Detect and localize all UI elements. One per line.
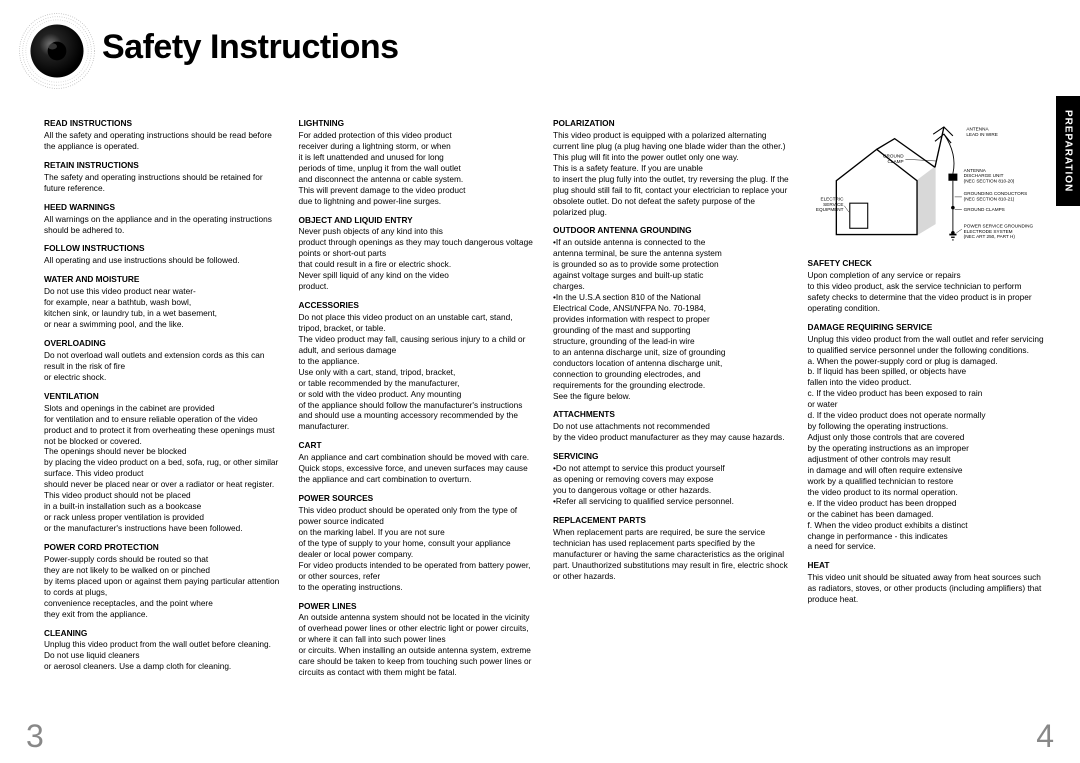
section-heading: Replacement Parts <box>553 515 790 526</box>
section-heading: Read Instructions <box>44 118 281 129</box>
page-number-left: 3 <box>26 718 44 755</box>
svg-text:ELECTRODE SYSTEM: ELECTRODE SYSTEM <box>963 229 1012 234</box>
section-body: Do not place this video product on an un… <box>299 312 536 432</box>
section-body: All warnings on the appliance and in the… <box>44 214 281 236</box>
section-body: Slots and openings in the cabinet are pr… <box>44 403 281 534</box>
section-heading: Attachments <box>553 409 790 420</box>
instruction-section: PolarizationThis video product is equipp… <box>553 118 790 217</box>
instruction-section: Power Cord ProtectionPower-supply cords … <box>44 542 281 620</box>
section-body: When replacement parts are required, be … <box>553 527 790 582</box>
section-body: All the safety and operating instruction… <box>44 130 281 152</box>
svg-text:LEAD IN WIRE: LEAD IN WIRE <box>966 132 998 137</box>
section-heading: Retain Instructions <box>44 160 281 171</box>
section-heading: Damage Requiring Service <box>808 322 1045 333</box>
svg-text:(NEC SECTION 810-21): (NEC SECTION 810-21) <box>963 196 1014 201</box>
page-number-right: 4 <box>1036 718 1054 755</box>
section-heading: Ventilation <box>44 391 281 402</box>
section-body: Do not use attachments not recommended b… <box>553 421 790 443</box>
section-heading: Object and Liquid Entry <box>299 215 536 226</box>
instruction-section: CleaningUnplug this video product from t… <box>44 628 281 673</box>
section-body: Do not overload wall outlets and extensi… <box>44 350 281 383</box>
instruction-section: Servicing•Do not attempt to service this… <box>553 451 790 507</box>
section-body: This video product should be operated on… <box>299 505 536 593</box>
section-heading: Heat <box>808 560 1045 571</box>
instruction-section: Retain InstructionsThe safety and operat… <box>44 160 281 194</box>
section-heading: Outdoor Antenna Grounding <box>553 225 790 236</box>
svg-text:EQUIPMENT: EQUIPMENT <box>816 207 844 212</box>
instruction-section: Power LinesAn outside antenna system sho… <box>299 601 536 679</box>
section-body: This video product is equipped with a po… <box>553 130 790 218</box>
section-body: Never push objects of any kind into this… <box>299 226 536 292</box>
instruction-section: Heed WarningsAll warnings on the applian… <box>44 202 281 236</box>
instruction-section: HeatThis video unit should be situated a… <box>808 560 1045 605</box>
section-heading: Accessories <box>299 300 536 311</box>
instruction-section: AttachmentsDo not use attachments not re… <box>553 409 790 443</box>
instruction-section: AccessoriesDo not place this video produ… <box>299 300 536 432</box>
svg-text:(NEC ART 250, PART H): (NEC ART 250, PART H) <box>963 234 1015 239</box>
content-columns: Read InstructionsAll the safety and oper… <box>44 118 1044 715</box>
instruction-section: Outdoor Antenna Grounding•If an outside … <box>553 225 790 401</box>
instruction-section: Water and MoistureDo not use this video … <box>44 274 281 330</box>
grounding-diagram: ANTENNA LEAD IN WIRE GROUND CLAMP ANTENN… <box>808 118 1045 248</box>
instruction-section: Follow InstructionsAll operating and use… <box>44 243 281 266</box>
section-heading: Cleaning <box>44 628 281 639</box>
svg-text:POWER SERVICE GROUNDING: POWER SERVICE GROUNDING <box>963 223 1033 228</box>
speaker-icon <box>18 12 96 90</box>
svg-text:GROUND: GROUND <box>883 153 904 158</box>
section-body: Unplug this video product from the wall … <box>44 639 281 672</box>
svg-text:CLAMP: CLAMP <box>887 159 903 164</box>
instruction-section: CartAn appliance and cart combination sh… <box>299 440 536 485</box>
section-heading: Polarization <box>553 118 790 129</box>
section-body: •Do not attempt to service this product … <box>553 463 790 507</box>
section-heading: Overloading <box>44 338 281 349</box>
svg-text:ANTENNA: ANTENNA <box>963 168 986 173</box>
instruction-section: OverloadingDo not overload wall outlets … <box>44 338 281 383</box>
section-body: Power-supply cords should be routed so t… <box>44 554 281 620</box>
svg-text:SERVICE: SERVICE <box>823 202 843 207</box>
section-heading: Lightning <box>299 118 536 129</box>
svg-text:ANTENNA: ANTENNA <box>966 127 989 132</box>
section-body: The safety and operating instructions sh… <box>44 172 281 194</box>
section-tab: PREPARATION <box>1056 96 1080 206</box>
svg-text:GROUND CLAMPS: GROUND CLAMPS <box>963 207 1004 212</box>
instruction-section: VentilationSlots and openings in the cab… <box>44 391 281 534</box>
section-heading: Heed Warnings <box>44 202 281 213</box>
section-heading: Servicing <box>553 451 790 462</box>
instruction-section: Object and Liquid EntryNever push object… <box>299 215 536 293</box>
section-body: All operating and use instructions shoul… <box>44 255 281 266</box>
section-body: Do not use this video product near water… <box>44 286 281 330</box>
section-body: •If an outside antenna is connected to t… <box>553 237 790 401</box>
svg-text:DISCHARGE UNIT: DISCHARGE UNIT <box>963 173 1003 178</box>
instruction-section: Damage Requiring ServiceUnplug this vide… <box>808 322 1045 553</box>
instruction-section: LightningFor added protection of this vi… <box>299 118 536 207</box>
svg-text:GROUNDING CONDUCTORS: GROUNDING CONDUCTORS <box>963 191 1027 196</box>
section-body: Unplug this video product from the wall … <box>808 334 1045 553</box>
section-heading: Power Cord Protection <box>44 542 281 553</box>
section-heading: Safety Check <box>808 258 1045 269</box>
section-heading: Cart <box>299 440 536 451</box>
section-heading: Water and Moisture <box>44 274 281 285</box>
section-body: Upon completion of any service or repair… <box>808 270 1045 314</box>
instruction-section: Replacement PartsWhen replacement parts … <box>553 515 790 582</box>
section-heading: Follow Instructions <box>44 243 281 254</box>
instruction-section: Safety CheckUpon completion of any servi… <box>808 258 1045 314</box>
instruction-section: Power SourcesThis video product should b… <box>299 493 536 592</box>
section-body: An outside antenna system should not be … <box>299 612 536 678</box>
section-body: For added protection of this video produ… <box>299 130 536 207</box>
section-heading: Power Sources <box>299 493 536 504</box>
instruction-section: Read InstructionsAll the safety and oper… <box>44 118 281 152</box>
section-body: This video unit should be situated away … <box>808 572 1045 605</box>
section-body: An appliance and cart combination should… <box>299 452 536 485</box>
svg-text:(NEC SECTION 810-20): (NEC SECTION 810-20) <box>963 179 1014 184</box>
page-title: Safety Instructions <box>102 28 399 67</box>
section-heading: Power Lines <box>299 601 536 612</box>
svg-text:ELECTRIC: ELECTRIC <box>820 196 844 201</box>
